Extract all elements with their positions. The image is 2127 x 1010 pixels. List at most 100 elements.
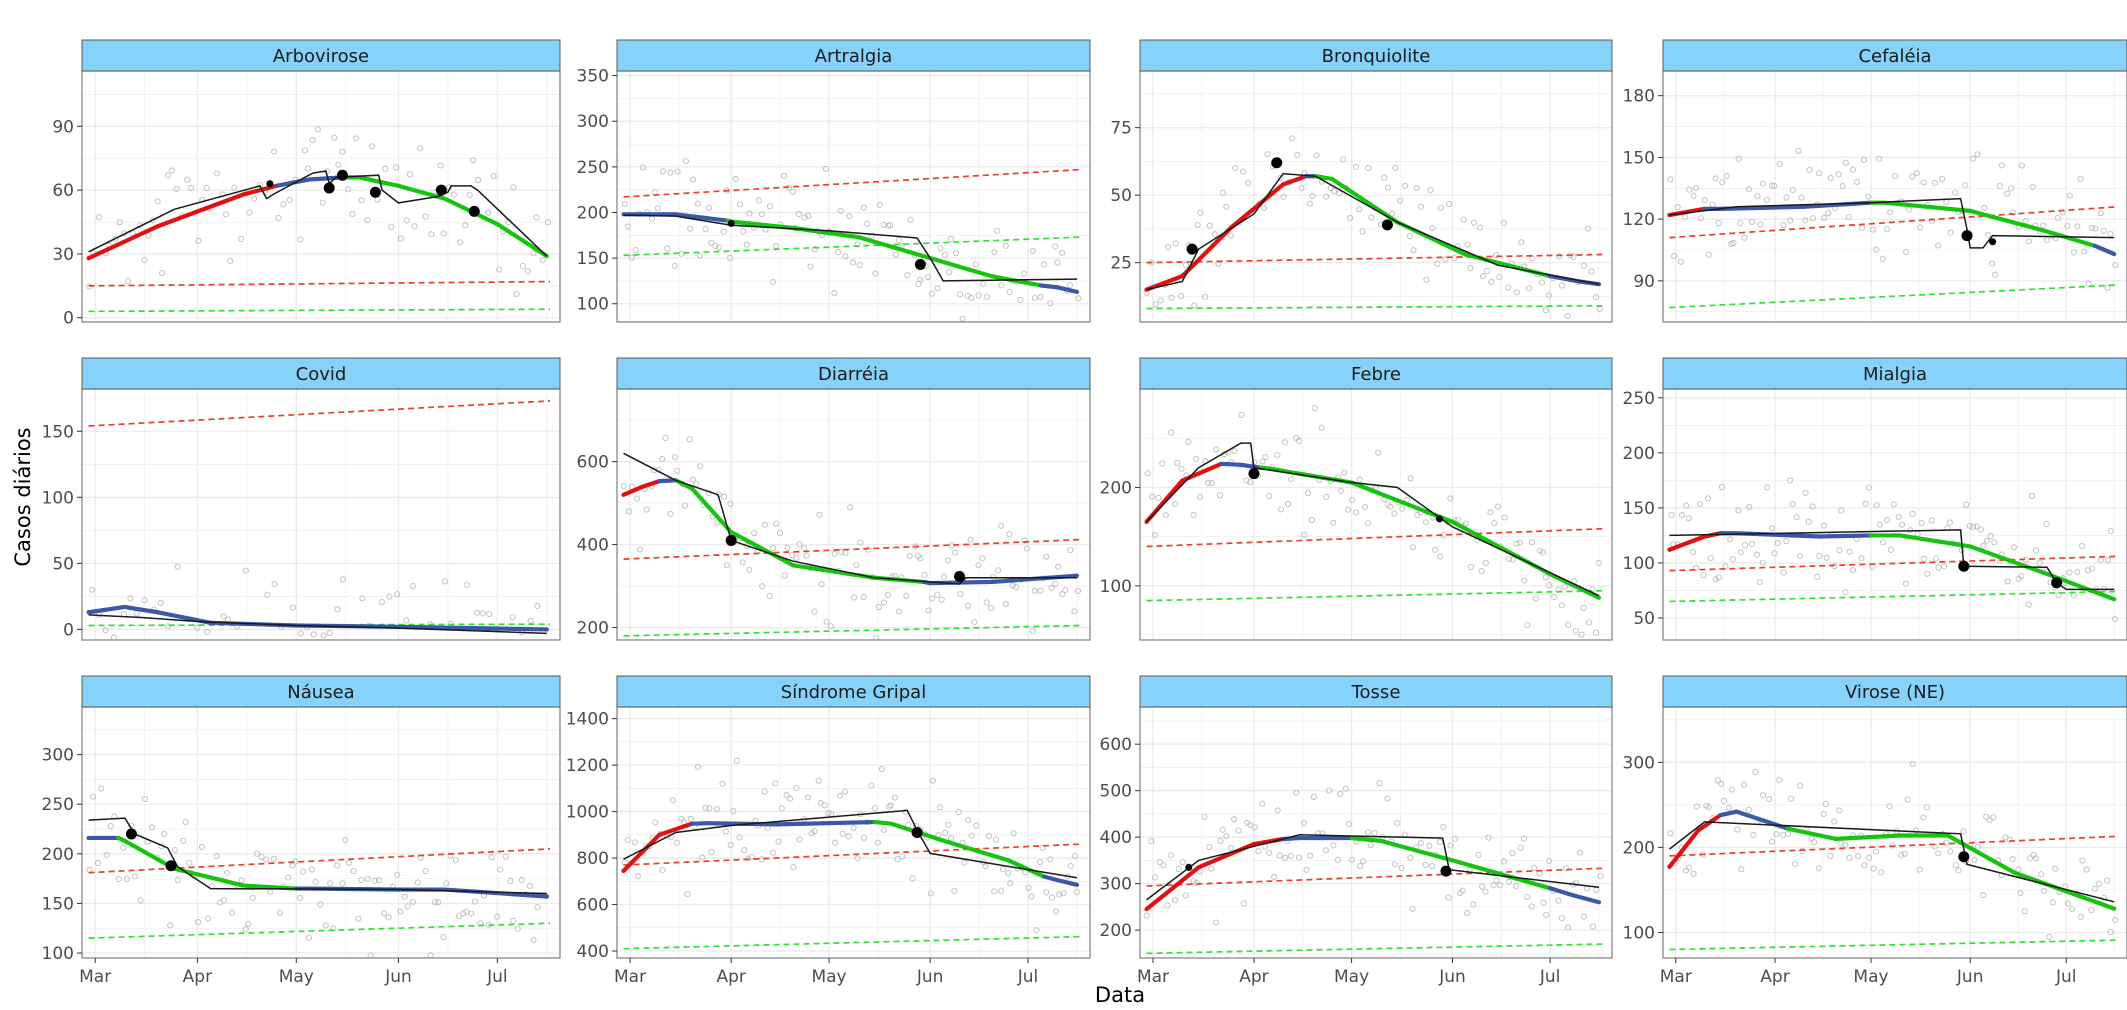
trend-segment-down <box>356 175 401 188</box>
observed-point <box>372 877 379 884</box>
trend-segment-up <box>86 224 160 261</box>
observed-point <box>1168 429 1175 436</box>
observed-point <box>242 926 249 933</box>
observed-point <box>1467 265 1474 272</box>
observed-point <box>983 599 990 606</box>
observed-point <box>992 836 1000 843</box>
trend-segment-up <box>1667 534 1707 552</box>
observed-point <box>345 859 353 866</box>
observed-point <box>1593 294 1600 301</box>
observed-point <box>301 147 309 154</box>
observed-point <box>435 899 442 906</box>
observed-point <box>1509 556 1516 563</box>
observed-point <box>1367 842 1374 849</box>
observed-point <box>1487 509 1494 516</box>
observed-point <box>349 210 356 217</box>
observed-point <box>1251 824 1258 831</box>
observed-point <box>409 898 416 905</box>
observed-point <box>94 859 102 867</box>
observed-point <box>1712 175 1719 182</box>
observed-point <box>1277 506 1285 513</box>
observed-point <box>1167 852 1174 859</box>
x-tick-label: Mar <box>79 967 111 987</box>
observed-point <box>766 203 773 210</box>
observed-point <box>1565 621 1572 628</box>
observed-point <box>1683 502 1690 509</box>
observed-point <box>991 888 998 895</box>
observed-point <box>127 595 134 602</box>
observed-point <box>804 794 812 801</box>
observed-point <box>1693 184 1700 191</box>
observed-point <box>632 246 639 254</box>
breakpoint-marker <box>914 258 926 270</box>
observed-point <box>811 246 818 253</box>
observed-point <box>1021 537 1028 544</box>
observed-point <box>409 583 416 590</box>
trend-segment-down <box>1006 858 1047 879</box>
observed-point <box>1671 252 1678 259</box>
observed-point <box>1494 503 1502 510</box>
observed-point <box>1990 814 1997 821</box>
panel-grid <box>1140 71 1612 322</box>
observed-point <box>1977 526 1984 533</box>
fitted-line <box>1669 529 2115 591</box>
observed-point <box>929 777 936 784</box>
observed-point <box>1505 284 1512 291</box>
observed-point <box>107 823 114 830</box>
y-tick-label: 1400 <box>566 710 609 730</box>
observed-point <box>1491 520 1498 527</box>
observed-point <box>1223 203 1230 210</box>
observed-point <box>2077 175 2084 182</box>
observed-point <box>1259 800 1266 807</box>
x-tick-label: Jun <box>916 967 944 987</box>
observed-point <box>1849 567 1857 574</box>
observed-point <box>1417 840 1424 847</box>
observed-point <box>880 221 887 228</box>
observed-point <box>1342 785 1349 792</box>
observed-point <box>251 195 258 202</box>
observed-point <box>982 863 989 870</box>
facet-panel: Cefaléia 90 120 150 180 <box>1623 39 2127 323</box>
observed-point <box>474 609 481 616</box>
observed-point <box>1902 580 1909 587</box>
observed-point <box>1464 241 1471 248</box>
observed-point <box>1049 894 1056 901</box>
observed-point <box>854 241 861 248</box>
observed-point <box>1360 858 1367 865</box>
observed-point <box>393 164 400 171</box>
trend-segment-stable <box>1718 204 1806 211</box>
observed-point <box>1542 574 1549 581</box>
observed-point <box>1540 899 1547 906</box>
observed-point <box>1923 804 1930 811</box>
observed-point <box>886 803 893 810</box>
observed-point <box>1323 493 1330 501</box>
trend-segment-down <box>1378 838 1455 863</box>
observed-point <box>1031 587 1038 594</box>
facet-strip <box>1662 357 2127 390</box>
observed-point <box>822 165 829 172</box>
trend-segment-stable <box>86 604 127 615</box>
observed-point <box>1572 879 1580 887</box>
observed-point <box>299 868 307 875</box>
observed-point <box>1274 807 1281 814</box>
observed-point <box>132 873 139 880</box>
observed-point <box>1904 796 1911 803</box>
observed-point <box>1310 793 1317 800</box>
observed-point <box>874 839 881 846</box>
facet-panel: Covid 0 50 100 150 <box>42 357 561 641</box>
observed-point <box>1005 870 1012 877</box>
facet-panel: Febre 100 200 <box>1100 357 1613 641</box>
observed-point <box>1748 540 1755 547</box>
observed-point <box>1820 811 1827 818</box>
observed-point <box>460 910 467 917</box>
observed-point <box>1846 548 1853 555</box>
observed-point <box>1227 232 1234 239</box>
observed-point <box>1536 547 1543 554</box>
observed-point <box>1478 568 1485 575</box>
observed-point <box>837 207 844 215</box>
y-tick-label: 150 <box>1623 148 1655 168</box>
facet-strip-label: Tosse <box>1351 682 1401 703</box>
observed-point <box>671 454 679 461</box>
observed-point <box>89 586 96 593</box>
observed-point <box>1143 912 1150 919</box>
